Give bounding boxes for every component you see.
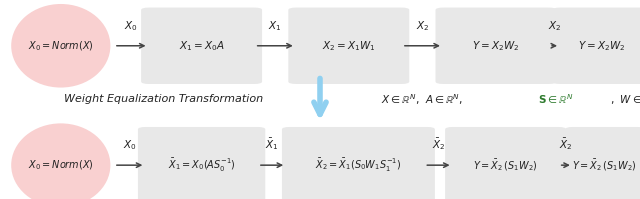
- Text: $\bar{X}_2$: $\bar{X}_2$: [559, 136, 573, 152]
- Text: $Y = X_2 W_2$: $Y = X_2 W_2$: [578, 39, 625, 53]
- Text: ,  $W \in \mathbb{R}^{N \times N}$: , $W \in \mathbb{R}^{N \times N}$: [610, 92, 640, 107]
- Text: $X_0 = Norm(X)$: $X_0 = Norm(X)$: [28, 39, 93, 53]
- FancyBboxPatch shape: [288, 8, 410, 84]
- Text: $\bar{X}_1$: $\bar{X}_1$: [265, 136, 279, 152]
- Text: $\bar{X}_1 = X_0 (A S_0^{-1})$: $\bar{X}_1 = X_0 (A S_0^{-1})$: [168, 157, 236, 174]
- Text: $X_2$: $X_2$: [416, 19, 429, 33]
- Text: $X_1$: $X_1$: [268, 19, 282, 33]
- FancyBboxPatch shape: [445, 127, 566, 199]
- Ellipse shape: [11, 4, 111, 88]
- Text: $Y = X_2 W_2$: $Y = X_2 W_2$: [472, 39, 520, 53]
- FancyBboxPatch shape: [141, 8, 262, 84]
- FancyBboxPatch shape: [552, 8, 640, 84]
- FancyBboxPatch shape: [138, 127, 265, 199]
- FancyBboxPatch shape: [565, 127, 640, 199]
- Text: $Y = \bar{X}_2\,(S_1 W_2)$: $Y = \bar{X}_2\,(S_1 W_2)$: [572, 157, 637, 173]
- Text: $X_1 = X_0 A$: $X_1 = X_0 A$: [179, 39, 225, 53]
- Text: $X \in \mathbb{R}^N$,  $A \in \mathbb{R}^N$,: $X \in \mathbb{R}^N$, $A \in \mathbb{R}^…: [381, 92, 467, 107]
- Text: $X_2 = X_1 W_1$: $X_2 = X_1 W_1$: [322, 39, 376, 53]
- Text: $X_2$: $X_2$: [548, 19, 561, 33]
- Text: Weight Equalization Transformation: Weight Equalization Transformation: [63, 95, 263, 104]
- FancyBboxPatch shape: [282, 127, 435, 199]
- Text: $\bar{X}_2$: $\bar{X}_2$: [431, 136, 445, 152]
- Text: $\mathbf{S} \in \mathbb{R}^N$: $\mathbf{S} \in \mathbb{R}^N$: [538, 93, 573, 106]
- Text: $X_0$: $X_0$: [124, 19, 138, 33]
- Text: $Y = \bar{X}_2\,(S_1 W_2)$: $Y = \bar{X}_2\,(S_1 W_2)$: [473, 157, 538, 173]
- Text: $X_0 = Norm(X)$: $X_0 = Norm(X)$: [28, 158, 93, 172]
- FancyBboxPatch shape: [435, 8, 557, 84]
- Text: $\bar{X}_2 = \bar{X}_1(S_0 W_1 S_1^{-1})$: $\bar{X}_2 = \bar{X}_1(S_0 W_1 S_1^{-1})…: [315, 157, 402, 174]
- Ellipse shape: [11, 123, 111, 199]
- Text: $X_0$: $X_0$: [123, 139, 136, 152]
